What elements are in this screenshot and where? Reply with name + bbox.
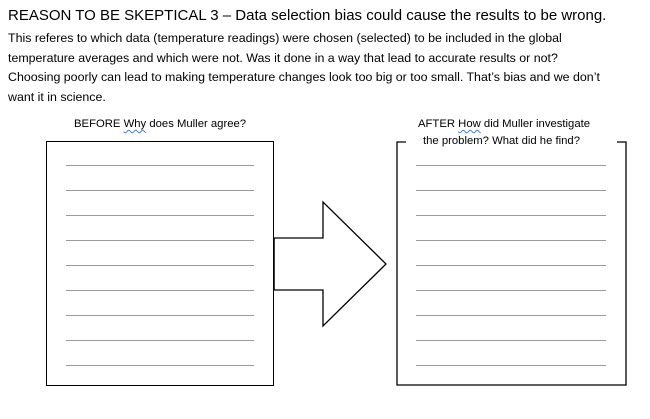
after-writing-box xyxy=(396,141,627,386)
writing-line[interactable] xyxy=(66,190,254,191)
writing-line[interactable] xyxy=(416,290,606,291)
before-rest: does Muller agree? xyxy=(149,118,247,130)
paragraph-line: temperature averages and which were not.… xyxy=(8,50,558,65)
writing-line[interactable] xyxy=(66,215,254,216)
writing-line[interactable] xyxy=(66,240,254,241)
after-label-line2: the problem? What did he find? xyxy=(423,135,580,147)
writing-line[interactable] xyxy=(416,190,606,191)
after-word: How xyxy=(458,118,481,130)
writing-line[interactable] xyxy=(66,340,254,341)
writing-line[interactable] xyxy=(66,165,254,166)
writing-line[interactable] xyxy=(66,290,254,291)
writing-line[interactable] xyxy=(416,165,606,166)
writing-line[interactable] xyxy=(416,340,606,341)
paragraph-line: Choosing poorly can lead to making tempe… xyxy=(8,70,600,84)
after-rest: did Muller investigate xyxy=(483,118,591,130)
paragraph-line: want it in science. xyxy=(8,89,106,104)
worksheet-title: REASON TO BE SKEPTICAL 3 – Data selectio… xyxy=(8,7,607,24)
writing-line[interactable] xyxy=(416,240,606,241)
writing-line[interactable] xyxy=(66,365,254,366)
arrow-right-icon xyxy=(273,200,387,328)
instructions-paragraph: This referes to which data (temperature … xyxy=(8,29,648,107)
writing-line[interactable] xyxy=(66,315,254,316)
writing-line[interactable] xyxy=(416,265,606,266)
before-label: BEFORE Why does Muller agree? xyxy=(74,116,246,132)
paragraph-line: This referes to which data (temperature … xyxy=(8,31,562,45)
after-prefix: AFTER xyxy=(418,118,456,130)
writing-line[interactable] xyxy=(416,365,606,366)
writing-line[interactable] xyxy=(416,315,606,316)
writing-line[interactable] xyxy=(66,265,254,266)
before-prefix: BEFORE xyxy=(74,118,121,130)
before-word: Why xyxy=(123,118,147,130)
writing-line[interactable] xyxy=(416,215,606,216)
after-label-line1: AFTER How did Muller investigate xyxy=(418,116,590,132)
